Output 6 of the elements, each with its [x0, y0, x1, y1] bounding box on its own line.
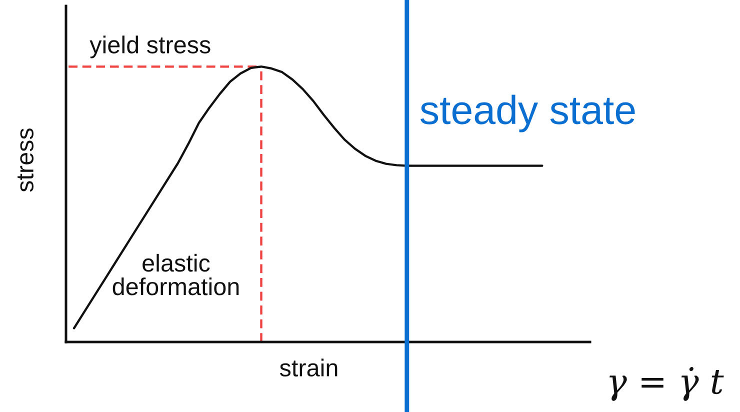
- text: γ = γ̇ t: [610, 367, 724, 401]
- ref-line-label: yield stress: [90, 36, 210, 58]
- annotation: steady state: [420, 94, 635, 132]
- x-axis-title: strain: [280, 358, 338, 377]
- y-axis-title: stress: [18, 128, 34, 192]
- annotation: elastic deformation: [112, 254, 239, 296]
